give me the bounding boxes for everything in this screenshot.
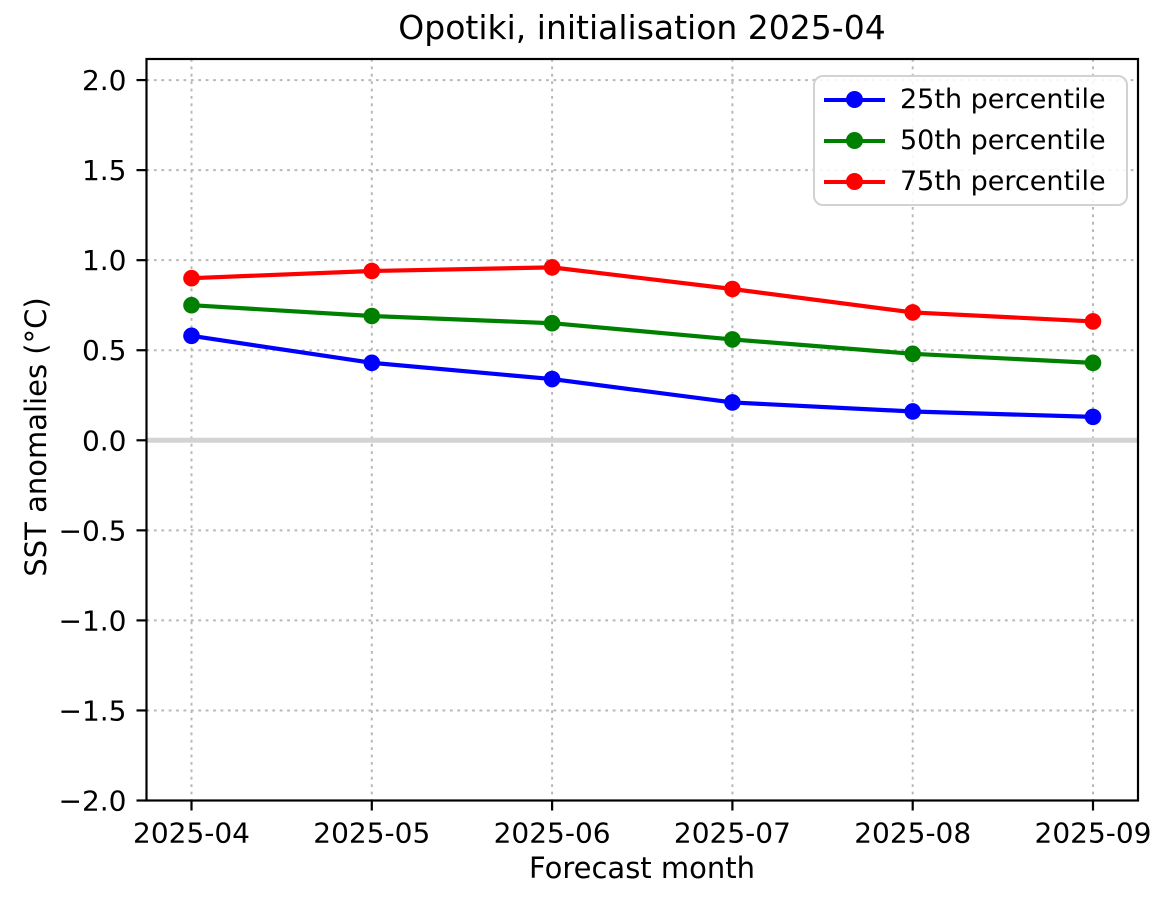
legend-swatch-icon — [824, 131, 885, 151]
legend-item-25th-percentile: 25th percentile — [824, 79, 1120, 120]
x-tick-label: 2025-06 — [494, 817, 611, 850]
chart-title: Opotiki, initialisation 2025-04 — [398, 8, 886, 47]
data-point-75th-percentile — [904, 304, 921, 321]
data-point-50th-percentile — [543, 314, 561, 332]
legend-marker-icon — [846, 91, 863, 108]
x-tick-label: 2025-08 — [854, 817, 971, 850]
data-point-25th-percentile — [1084, 408, 1102, 426]
data-point-50th-percentile — [363, 307, 381, 325]
y-tick-label: 1.5 — [82, 154, 127, 187]
legend-label: 50th percentile — [900, 125, 1106, 156]
x-tick-label: 2025-04 — [133, 817, 250, 850]
data-point-75th-percentile — [183, 269, 200, 287]
data-point-25th-percentile — [543, 370, 561, 388]
legend: 25th percentile 50th percentile 75th per… — [813, 75, 1128, 206]
x-tick-label: 2025-07 — [674, 817, 791, 850]
axes-spines — [145, 57, 1140, 802]
legend-label: 25th percentile — [900, 84, 1106, 115]
data-point-25th-percentile — [363, 354, 381, 372]
data-point-50th-percentile — [183, 296, 200, 314]
legend-marker-icon — [846, 173, 863, 190]
data-point-75th-percentile — [724, 280, 741, 298]
legend-item-50th-percentile: 50th percentile — [824, 120, 1120, 161]
legend-marker-icon — [846, 132, 863, 149]
y-tick-label: 0.0 — [82, 424, 127, 457]
series-line-75th-percentile — [191, 265, 1094, 324]
legend-label: 75th percentile — [900, 166, 1106, 197]
data-point-50th-percentile — [904, 345, 921, 363]
x-axis-label: Forecast month — [528, 851, 756, 885]
series-line-25th-percentile — [191, 333, 1094, 419]
data-point-50th-percentile — [1084, 354, 1102, 372]
y-tick-label: −2.0 — [59, 785, 127, 818]
y-tick-label: −0.5 — [59, 514, 127, 547]
y-tick-label: −1.0 — [59, 604, 127, 637]
y-tick-label: 1.0 — [82, 244, 127, 277]
y-tick-label: −1.5 — [59, 694, 127, 727]
x-tick-label: 2025-05 — [313, 817, 430, 850]
legend-item-75th-percentile: 75th percentile — [824, 161, 1120, 202]
data-point-25th-percentile — [904, 403, 921, 420]
series-line-50th-percentile — [191, 303, 1094, 365]
data-point-75th-percentile — [543, 259, 561, 276]
x-tick-label: 2025-09 — [1035, 817, 1152, 850]
legend-swatch-icon — [824, 172, 885, 192]
data-point-75th-percentile — [1084, 313, 1102, 330]
legend-swatch-icon — [824, 90, 885, 110]
y-tick-label: 2.0 — [82, 64, 127, 97]
data-point-25th-percentile — [724, 394, 741, 411]
data-point-75th-percentile — [363, 262, 381, 280]
data-point-25th-percentile — [183, 327, 200, 345]
data-point-50th-percentile — [724, 331, 741, 348]
y-tick-label: 0.5 — [82, 334, 127, 367]
